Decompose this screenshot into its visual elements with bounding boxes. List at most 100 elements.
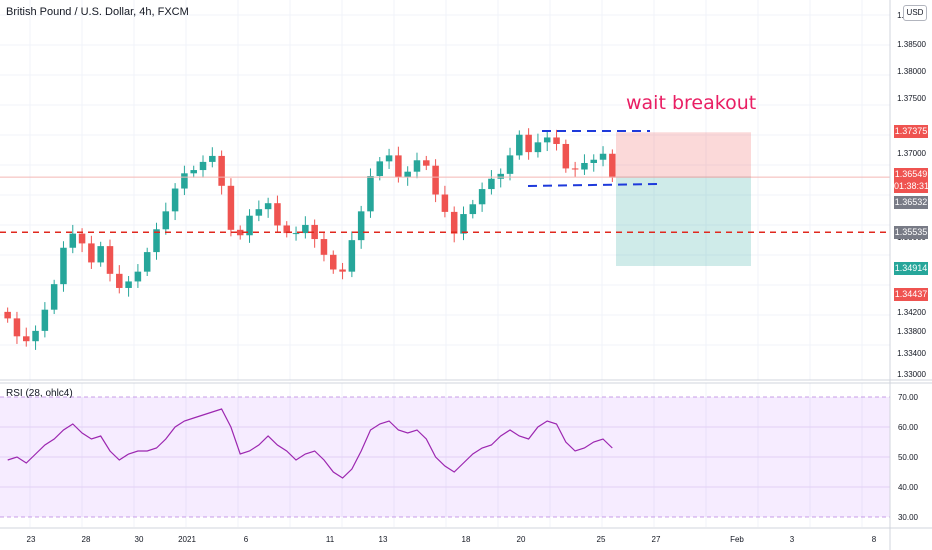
price-tick-label: 1.37000 bbox=[897, 149, 926, 158]
candle-body bbox=[199, 161, 207, 171]
candle-body bbox=[423, 160, 430, 166]
time-tick-label: 18 bbox=[462, 535, 471, 544]
candle-body bbox=[255, 209, 263, 216]
candle-body bbox=[450, 211, 458, 234]
candle-body bbox=[116, 273, 123, 288]
candle-body bbox=[413, 160, 421, 172]
price-tick-label: 1.38500 bbox=[897, 40, 926, 49]
candle-body bbox=[236, 229, 244, 236]
candle-body bbox=[432, 165, 439, 195]
time-tick-label: 28 bbox=[82, 535, 91, 544]
rsi-line bbox=[7, 408, 613, 479]
candle-body bbox=[395, 155, 402, 178]
candle-body bbox=[348, 240, 356, 272]
rsi-tick-label: 50.00 bbox=[898, 453, 919, 462]
price-label: 01:38:31 bbox=[894, 180, 930, 193]
price-label: 1.36549 bbox=[894, 168, 928, 181]
candle-body bbox=[441, 194, 449, 212]
time-tick-label: 6 bbox=[244, 535, 249, 544]
time-tick-label: 13 bbox=[379, 535, 388, 544]
time-tick-label: 30 bbox=[135, 535, 144, 544]
price-label: 1.37375 bbox=[894, 125, 928, 138]
candle-body bbox=[506, 155, 514, 174]
candle-body bbox=[339, 269, 346, 272]
candle-body bbox=[543, 137, 551, 143]
rsi-tick-label: 30.00 bbox=[898, 513, 919, 522]
candle-body bbox=[125, 281, 132, 288]
candle-body bbox=[78, 233, 86, 244]
candle-body bbox=[609, 153, 616, 178]
time-tick-label: 2021 bbox=[178, 535, 196, 544]
candle-body bbox=[404, 171, 411, 178]
candle-body bbox=[218, 155, 225, 186]
candle-body bbox=[264, 203, 272, 210]
price-tick-label: 1.33400 bbox=[897, 349, 926, 358]
rsi-indicator-label[interactable]: RSI (28, ohlc4) bbox=[6, 388, 73, 399]
candle-body bbox=[4, 311, 11, 319]
candle-body bbox=[153, 229, 160, 253]
price-label: 1.34914 bbox=[894, 262, 928, 275]
candle-body bbox=[134, 271, 142, 282]
candle-body bbox=[171, 188, 179, 212]
candle-body bbox=[469, 204, 477, 215]
time-tick-label: Feb bbox=[730, 535, 744, 544]
candle-body bbox=[88, 243, 95, 263]
candle-body bbox=[274, 203, 281, 226]
candle-body bbox=[13, 318, 21, 337]
candle-body bbox=[460, 214, 467, 234]
time-tick-label: 27 bbox=[652, 535, 661, 544]
candle-body bbox=[599, 153, 607, 160]
candle-body bbox=[60, 247, 67, 285]
candlestick-series bbox=[4, 128, 616, 350]
rsi-series-line bbox=[7, 408, 613, 479]
price-label: 1.35535 bbox=[894, 226, 928, 239]
time-tick-label: 3 bbox=[790, 535, 795, 544]
candle-body bbox=[488, 178, 495, 190]
candle-body bbox=[246, 215, 253, 236]
annotation-text[interactable]: wait breakout bbox=[626, 92, 757, 114]
rsi-band bbox=[0, 397, 890, 517]
candle-body bbox=[376, 161, 384, 177]
rsi-tick-label: 70.00 bbox=[898, 393, 919, 402]
time-tick-label: 8 bbox=[872, 535, 877, 544]
price-label: 1.36532 bbox=[894, 196, 928, 209]
candle-body bbox=[41, 309, 49, 331]
candle-body bbox=[283, 225, 290, 234]
price-label: 1.34437 bbox=[894, 288, 928, 301]
price-grid bbox=[0, 0, 890, 527]
rsi-tick-label: 60.00 bbox=[898, 423, 919, 432]
candle-body bbox=[385, 155, 393, 162]
candle-body bbox=[357, 211, 365, 241]
candle-body bbox=[478, 189, 486, 205]
time-tick-label: 11 bbox=[326, 535, 335, 544]
rsi-tick-label: 40.00 bbox=[898, 483, 919, 492]
candle-body bbox=[227, 185, 235, 230]
candle-body bbox=[69, 233, 77, 248]
currency-button[interactable]: USD bbox=[903, 5, 927, 21]
candle-body bbox=[302, 224, 309, 234]
short-position-tool[interactable] bbox=[616, 132, 751, 267]
candle-body bbox=[50, 284, 58, 310]
time-tick-label: 23 bbox=[27, 535, 36, 544]
symbol-title[interactable]: British Pound / U.S. Dollar, 4h, FXCM bbox=[6, 6, 189, 18]
price-tick-label: 1.34200 bbox=[897, 308, 926, 317]
candle-body bbox=[330, 254, 337, 270]
candle-body bbox=[292, 233, 300, 235]
candle-body bbox=[534, 142, 542, 153]
price-tick-label: 1.33000 bbox=[897, 370, 926, 379]
price-tick-label: 1.38000 bbox=[897, 67, 926, 76]
rsi-grid bbox=[0, 396, 890, 518]
candle-body bbox=[23, 336, 30, 342]
candle-body bbox=[32, 330, 39, 342]
stop-loss-zone bbox=[616, 132, 751, 178]
candle-body bbox=[562, 143, 570, 169]
candle-body bbox=[516, 134, 523, 156]
drawing-overlays[interactable] bbox=[0, 130, 890, 234]
candle-body bbox=[497, 173, 504, 179]
time-tick-label: 25 bbox=[597, 535, 606, 544]
candle-body bbox=[190, 170, 197, 174]
candle-body bbox=[143, 252, 151, 272]
candle-body bbox=[525, 134, 532, 153]
